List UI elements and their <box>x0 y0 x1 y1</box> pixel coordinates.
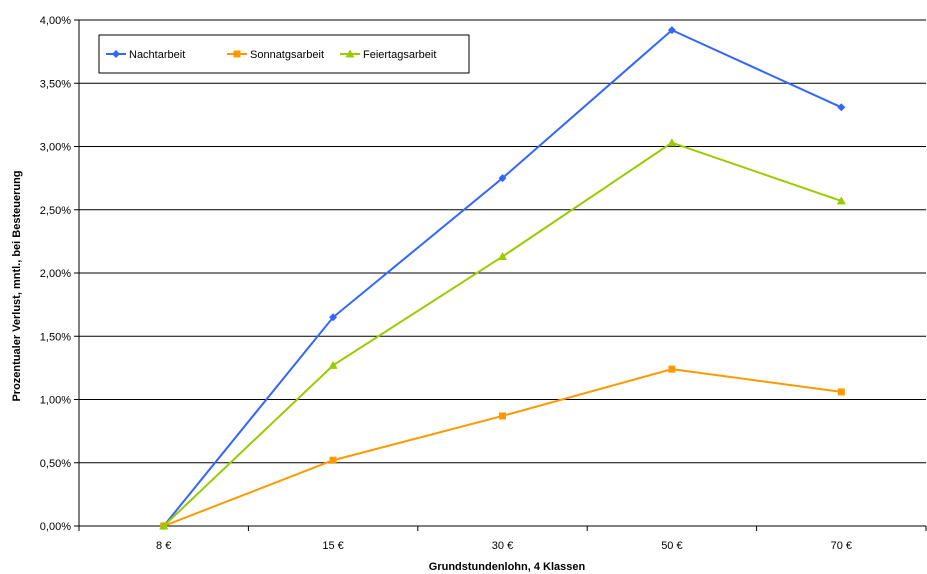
data-point <box>498 252 507 261</box>
legend-box <box>98 34 470 74</box>
y-tick-label: 0,50% <box>40 458 71 470</box>
data-point <box>836 196 846 205</box>
y-tick-label: 2,50% <box>40 205 71 217</box>
data-point <box>667 26 676 35</box>
series-group <box>159 26 846 530</box>
data-point <box>328 360 338 369</box>
gridlines <box>79 19 926 464</box>
x-tick-label: 30 € <box>492 540 513 552</box>
series-nachtarbeit <box>159 26 846 530</box>
data-point <box>329 313 338 322</box>
data-point <box>499 412 506 420</box>
x-tick-label: 8 € <box>156 540 171 552</box>
series-line <box>162 28 842 527</box>
legend: Nachtarbeit Sonnatgsarbeit Feiertagsarbeit <box>98 34 470 74</box>
data-point <box>837 103 846 112</box>
y-tick-label: 4,00% <box>40 15 71 27</box>
y-tick-label: 3,00% <box>40 142 71 154</box>
legend-marker <box>345 49 355 58</box>
y-tick-label: 0,00% <box>40 521 71 533</box>
x-tick-label: 50 € <box>661 540 682 552</box>
x-tick-label: 15 € <box>322 540 343 552</box>
data-point <box>159 521 169 530</box>
series-feiertagsarbeit <box>159 138 846 530</box>
legend-label: Sonnatgsarbeit <box>250 49 324 61</box>
data-point <box>668 365 676 373</box>
data-point <box>667 138 677 147</box>
legend-marker <box>233 50 241 58</box>
y-tick-label: 1,00% <box>40 395 71 407</box>
legend-marker <box>112 50 120 58</box>
tick-labels: 0,00% 0,50% 1,00% 1,50% 2,00% 2,50% 3,00% 3,50%… <box>40 15 852 552</box>
data-point <box>498 174 507 183</box>
data-point <box>837 388 845 396</box>
series-line <box>163 141 842 527</box>
y-tick-label: 3,50% <box>40 78 71 90</box>
axes <box>74 19 927 531</box>
x-tick-label: 70 € <box>831 540 852 552</box>
data-point <box>329 456 337 464</box>
x-axis-title: Grundstundenlohn, 4 Klassen <box>429 561 586 573</box>
y-axis-title: Prozentualer Verlust, mntl., bei Besteue… <box>11 170 23 401</box>
series-line <box>163 368 842 527</box>
y-tick-label: 2,00% <box>40 268 71 280</box>
legend-label: Feiertagsarbeit <box>363 49 436 61</box>
legend-label: Nachtarbeit <box>129 49 185 61</box>
y-tick-label: 1,50% <box>40 331 71 343</box>
series-sonnatgsarbeit <box>160 365 845 530</box>
